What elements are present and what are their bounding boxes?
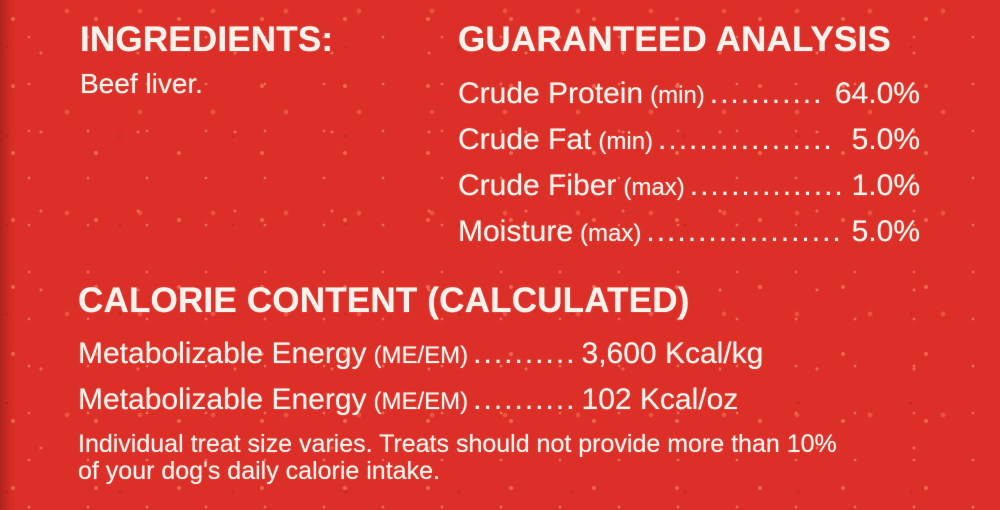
ingredients-list: Beef liver. bbox=[80, 68, 203, 99]
calorie-rows: Metabolizable Energy (ME/EM) .......... … bbox=[78, 332, 778, 424]
ingredients-section: INGREDIENTS: Beef liver. bbox=[80, 21, 333, 100]
ingredients-title: INGREDIENTS: bbox=[80, 20, 334, 59]
dot-leader: .......... bbox=[473, 337, 577, 370]
energy-value: 102 Kcal/oz bbox=[581, 383, 739, 416]
nutrient-qualifier: (min) bbox=[598, 128, 654, 155]
note-line-1: Individual treat size varies. Treats sho… bbox=[78, 430, 837, 458]
nutrient-value: 1.0% bbox=[851, 169, 920, 202]
note-line-2: of your dog's daily calorie intake. bbox=[78, 457, 440, 485]
analysis-row-crude-fiber: Crude Fiber (max) ............... 1.0% bbox=[458, 164, 920, 210]
calorie-row-kcal-per-oz: Metabolizable Energy (ME/EM) .......... … bbox=[78, 378, 778, 424]
energy-label: Metabolizable Energy bbox=[78, 383, 367, 416]
dot-leader: ........... bbox=[709, 77, 824, 110]
nutrient-value: 5.0% bbox=[851, 123, 920, 156]
analysis-row-crude-protein: Crude Protein (min) ........... 64.0% bbox=[458, 72, 920, 118]
dot-leader: ............... bbox=[689, 169, 845, 202]
nutrient-qualifier: (max) bbox=[623, 174, 685, 201]
energy-label: Metabolizable Energy bbox=[78, 337, 367, 370]
guaranteed-analysis-title: GUARANTEED ANALYSIS bbox=[458, 20, 891, 59]
energy-value: 3,600 Kcal/kg bbox=[581, 337, 764, 370]
nutrient-label: Crude Fat bbox=[458, 123, 592, 156]
calorie-content-title: CALORIE CONTENT (CALCULATED) bbox=[78, 281, 690, 320]
analysis-row-crude-fat: Crude Fat (min) ................. 5.0% bbox=[458, 118, 920, 164]
energy-qualifier: (ME/EM) bbox=[373, 342, 469, 369]
calorie-content-section: CALORIE CONTENT (CALCULATED) Metabolizab… bbox=[78, 282, 778, 424]
nutrient-qualifier: (max) bbox=[580, 220, 642, 247]
nutrient-label: Crude Fiber bbox=[458, 169, 617, 202]
nutrient-label: Crude Protein bbox=[458, 77, 644, 110]
nutrient-value: 64.0% bbox=[834, 77, 920, 110]
dot-leader: ................. bbox=[658, 123, 834, 156]
nutrient-label: Moisture bbox=[458, 215, 574, 248]
dot-leader: ................... bbox=[646, 215, 843, 248]
nutrient-value: 5.0% bbox=[851, 215, 920, 248]
analysis-row-moisture: Moisture (max) ................... 5.0% bbox=[458, 210, 920, 256]
calorie-row-kcal-per-kg: Metabolizable Energy (ME/EM) .......... … bbox=[78, 332, 778, 378]
guaranteed-analysis-section: GUARANTEED ANALYSIS Crude Protein (min) … bbox=[458, 21, 920, 256]
analysis-rows: Crude Protein (min) ........... 64.0% Cr… bbox=[458, 72, 920, 256]
dot-leader: .......... bbox=[473, 383, 577, 416]
feeding-note: Individual treat size varies. Treats sho… bbox=[78, 431, 898, 485]
energy-qualifier: (ME/EM) bbox=[373, 388, 469, 415]
nutrient-qualifier: (min) bbox=[650, 82, 705, 109]
